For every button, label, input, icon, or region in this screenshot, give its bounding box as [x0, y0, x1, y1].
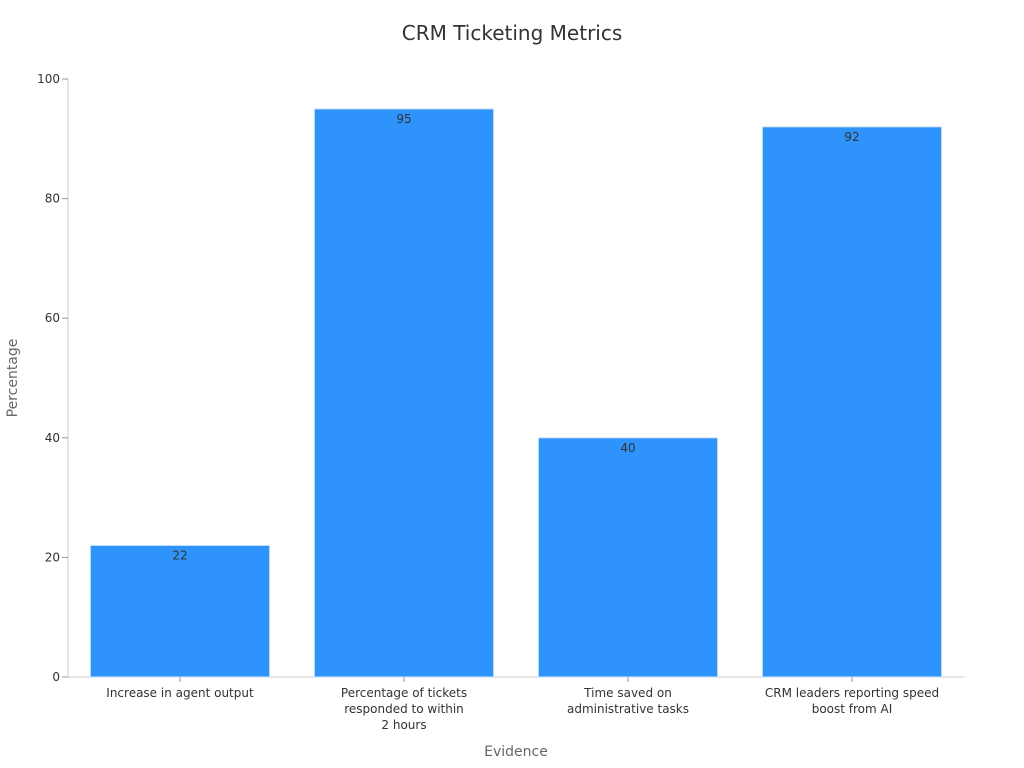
- data-labels: 22 95 40 92: [172, 112, 859, 563]
- bars: [89, 108, 943, 678]
- y-tick-label: 0: [52, 670, 60, 684]
- x-tick-label-line: administrative tasks: [567, 702, 689, 716]
- y-axis-label: Percentage: [5, 339, 21, 418]
- x-axis-label: Evidence: [484, 744, 548, 760]
- data-label: 22: [172, 548, 187, 562]
- y-tick-label: 100: [37, 72, 60, 86]
- bar: [537, 437, 719, 678]
- data-label: 40: [620, 441, 635, 455]
- bar: [313, 108, 495, 678]
- data-label: 92: [844, 130, 859, 144]
- x-tick-label: Increase in agent output: [106, 686, 254, 700]
- x-tick-label: CRM leaders reporting speed boost from AI: [765, 686, 939, 716]
- x-tick-label-line: 2 hours: [381, 718, 426, 732]
- y-tick-label: 40: [45, 431, 60, 445]
- chart-title: CRM Ticketing Metrics: [402, 21, 623, 45]
- x-tick-label-line: Increase in agent output: [106, 686, 254, 700]
- x-tick-label-line: Time saved on: [583, 686, 672, 700]
- bar: [89, 544, 271, 678]
- y-tick-label: 80: [45, 192, 60, 206]
- y-tick-label: 20: [45, 550, 60, 564]
- x-tick-label-line: boost from AI: [812, 702, 893, 716]
- x-tick-label: Percentage of tickets responded to within…: [341, 686, 467, 732]
- y-tick-label: 60: [45, 311, 60, 325]
- x-ticks: Increase in agent output Percentage of ti…: [106, 677, 939, 732]
- x-tick-label-line: CRM leaders reporting speed: [765, 686, 939, 700]
- y-ticks: 0 20 40 60 80 100: [37, 72, 68, 684]
- x-tick-label: Time saved on administrative tasks: [567, 686, 689, 716]
- x-tick-label-line: responded to within: [344, 702, 464, 716]
- bar: [761, 126, 943, 678]
- x-tick-label-line: Percentage of tickets: [341, 686, 467, 700]
- data-label: 95: [396, 112, 411, 126]
